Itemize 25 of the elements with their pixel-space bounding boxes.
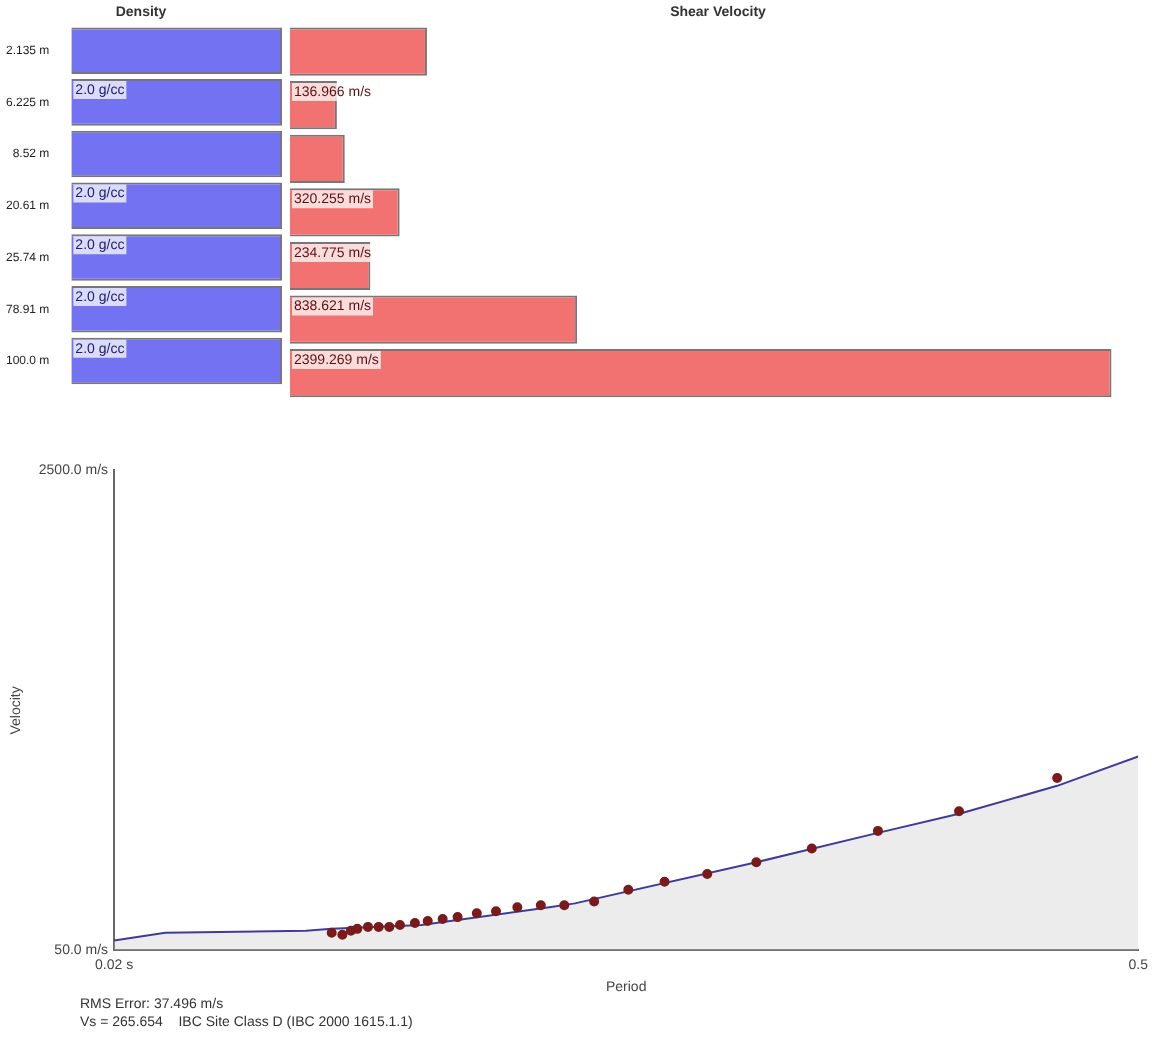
point [659, 876, 670, 887]
point [954, 806, 965, 817]
point [409, 917, 420, 928]
point [806, 843, 817, 854]
point [559, 900, 570, 911]
point [337, 929, 348, 940]
point [422, 916, 433, 927]
point [623, 884, 634, 895]
point [452, 912, 463, 923]
point [491, 906, 502, 917]
point [589, 896, 600, 907]
point [362, 921, 373, 932]
point [512, 902, 523, 913]
point [751, 857, 762, 868]
point [352, 923, 363, 934]
point [394, 919, 405, 930]
point [437, 914, 448, 925]
point [384, 921, 395, 932]
point [872, 825, 883, 836]
point [535, 900, 546, 911]
point [373, 921, 384, 932]
point [471, 908, 482, 919]
point [702, 868, 713, 879]
point [1052, 772, 1063, 783]
point [326, 927, 337, 938]
